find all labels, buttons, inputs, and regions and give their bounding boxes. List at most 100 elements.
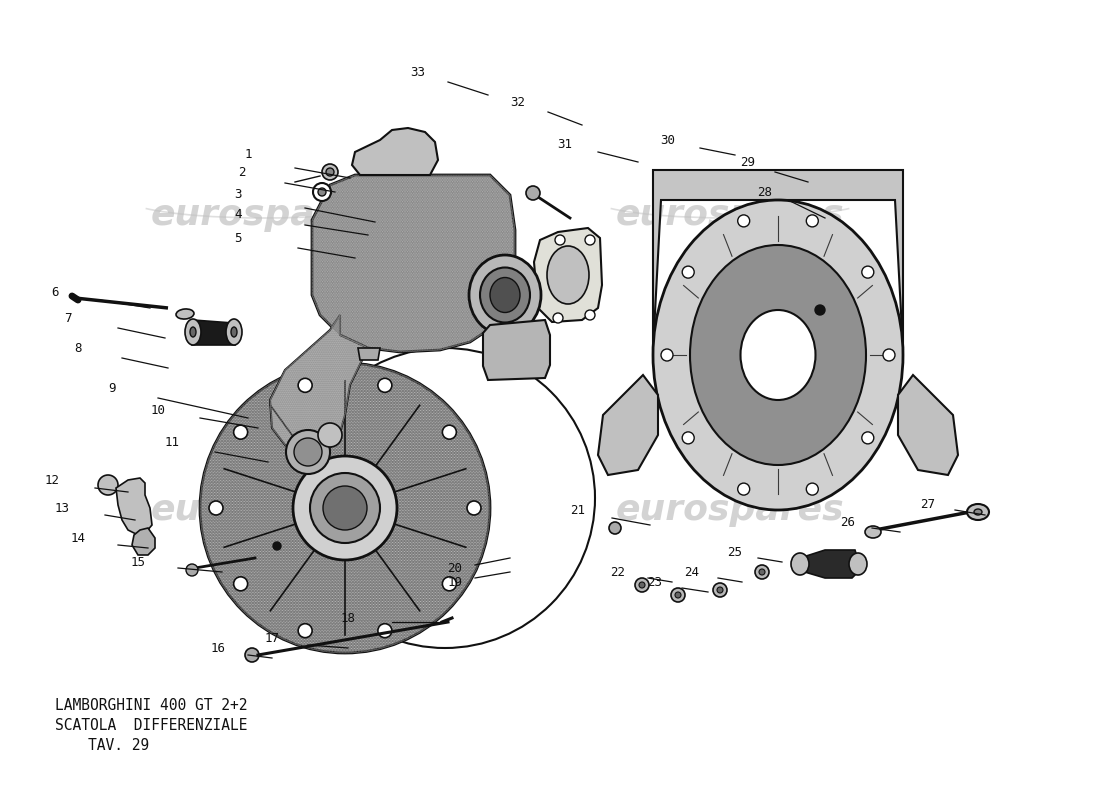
Circle shape	[294, 438, 322, 466]
Circle shape	[98, 475, 118, 495]
Ellipse shape	[865, 526, 881, 538]
Circle shape	[738, 483, 750, 495]
Text: 28: 28	[758, 186, 772, 198]
Circle shape	[298, 378, 312, 392]
Text: eurospares: eurospares	[151, 198, 380, 232]
Circle shape	[293, 456, 397, 560]
Text: 3: 3	[234, 189, 242, 202]
Circle shape	[286, 430, 330, 474]
Circle shape	[298, 624, 312, 638]
Circle shape	[318, 188, 326, 196]
Circle shape	[675, 592, 681, 598]
Ellipse shape	[231, 327, 236, 337]
Text: 11: 11	[165, 435, 179, 449]
Text: 26: 26	[840, 515, 856, 529]
Text: LAMBORGHINI 400 GT 2+2: LAMBORGHINI 400 GT 2+2	[55, 698, 248, 713]
Ellipse shape	[185, 319, 201, 345]
Text: eurospares: eurospares	[616, 493, 845, 527]
Text: 21: 21	[571, 503, 585, 517]
Ellipse shape	[690, 245, 866, 465]
Text: 31: 31	[558, 138, 572, 151]
Circle shape	[526, 186, 540, 200]
Polygon shape	[116, 478, 152, 535]
Circle shape	[310, 473, 380, 543]
Ellipse shape	[480, 267, 530, 322]
Circle shape	[378, 378, 392, 392]
Ellipse shape	[653, 200, 903, 510]
Ellipse shape	[849, 553, 867, 575]
Polygon shape	[598, 375, 658, 475]
Text: 33: 33	[410, 66, 426, 78]
Text: 16: 16	[210, 642, 225, 654]
Circle shape	[273, 542, 280, 550]
Text: 10: 10	[151, 403, 165, 417]
Ellipse shape	[547, 246, 589, 304]
Circle shape	[200, 363, 490, 653]
Circle shape	[671, 588, 685, 602]
Circle shape	[326, 168, 334, 176]
Polygon shape	[798, 550, 858, 578]
Circle shape	[717, 587, 723, 593]
Text: 25: 25	[727, 546, 742, 558]
Text: 12: 12	[44, 474, 59, 486]
Circle shape	[295, 348, 595, 648]
Polygon shape	[132, 528, 155, 555]
Text: SCATOLA  DIFFERENZIALE: SCATOLA DIFFERENZIALE	[55, 718, 248, 733]
Circle shape	[318, 423, 342, 447]
Text: 27: 27	[921, 498, 935, 511]
Ellipse shape	[967, 504, 989, 520]
Circle shape	[682, 432, 694, 444]
Text: 32: 32	[510, 95, 526, 109]
Circle shape	[806, 483, 818, 495]
Polygon shape	[352, 128, 438, 175]
Polygon shape	[898, 375, 958, 475]
Circle shape	[639, 582, 645, 588]
Circle shape	[233, 425, 248, 439]
Circle shape	[585, 310, 595, 320]
Circle shape	[209, 501, 223, 515]
Polygon shape	[483, 320, 550, 380]
Text: 9: 9	[108, 382, 115, 394]
Text: eurospares: eurospares	[151, 493, 380, 527]
Circle shape	[806, 215, 818, 227]
Text: 30: 30	[660, 134, 675, 146]
Ellipse shape	[740, 310, 815, 400]
Text: 1: 1	[244, 149, 252, 162]
Ellipse shape	[190, 327, 196, 337]
Circle shape	[323, 486, 367, 530]
Circle shape	[738, 215, 750, 227]
Circle shape	[553, 313, 563, 323]
Ellipse shape	[974, 509, 982, 515]
Circle shape	[186, 564, 198, 576]
Ellipse shape	[226, 319, 242, 345]
Polygon shape	[312, 175, 515, 352]
Circle shape	[378, 624, 392, 638]
Circle shape	[585, 235, 595, 245]
Text: 4: 4	[234, 209, 242, 222]
Circle shape	[661, 349, 673, 361]
Text: 20: 20	[448, 562, 462, 574]
Ellipse shape	[176, 309, 194, 319]
Circle shape	[861, 266, 873, 278]
Text: 8: 8	[75, 342, 81, 354]
Ellipse shape	[791, 553, 808, 575]
Circle shape	[556, 235, 565, 245]
Text: 2: 2	[239, 166, 245, 178]
Text: 29: 29	[740, 155, 756, 169]
Circle shape	[609, 522, 622, 534]
Circle shape	[815, 305, 825, 315]
Ellipse shape	[469, 255, 541, 335]
Text: 18: 18	[341, 611, 355, 625]
Ellipse shape	[490, 278, 520, 313]
Polygon shape	[192, 320, 235, 345]
Text: 24: 24	[684, 566, 700, 578]
Polygon shape	[270, 315, 368, 458]
Text: 17: 17	[264, 631, 279, 645]
Text: 22: 22	[610, 566, 626, 578]
Circle shape	[883, 349, 895, 361]
Text: 5: 5	[234, 231, 242, 245]
Text: 14: 14	[70, 531, 86, 545]
Circle shape	[861, 432, 873, 444]
Text: 15: 15	[131, 555, 145, 569]
Circle shape	[245, 648, 258, 662]
